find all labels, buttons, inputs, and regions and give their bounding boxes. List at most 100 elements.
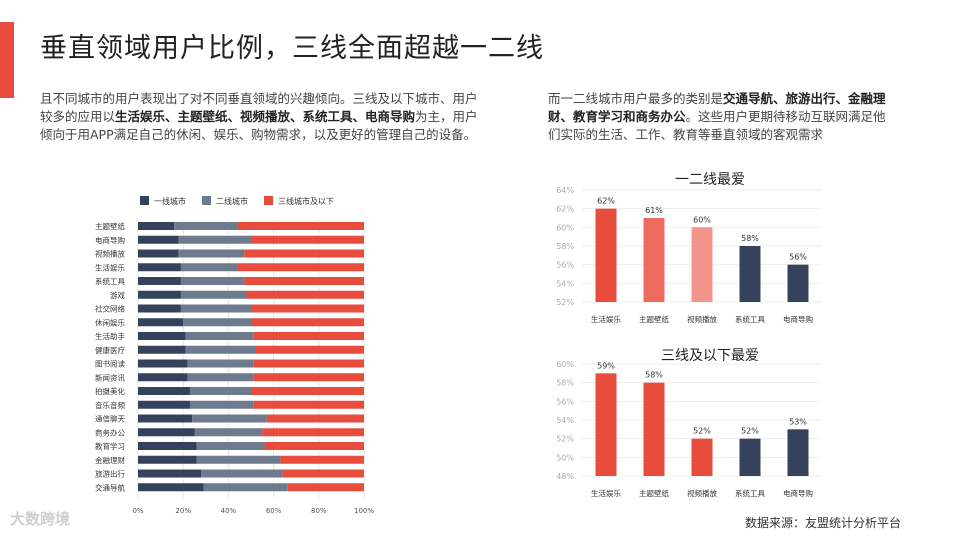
data-label: 62% [597,197,615,206]
bar-segment-0 [138,469,202,478]
bar-segment-2 [237,263,364,272]
bar-segment-2 [251,387,364,395]
bar [739,438,761,476]
bar-segment-0 [138,400,190,409]
bar-segment-0 [138,222,175,230]
category-label: 旅游出行 [95,469,125,479]
bar-segment-0 [138,304,181,313]
bar-segment-1 [194,428,263,437]
bar-segment-0 [138,318,184,327]
category-label: 主题壁纸 [639,314,669,324]
bar-segment-2 [251,318,364,327]
data-label: 58% [645,371,663,380]
bar [691,227,713,302]
page-title: 垂直领域用户比例，三线全面超越一二线 [40,33,544,64]
bar [595,373,617,476]
x-tick-label: 60% [266,507,282,513]
bar-segment-1 [185,345,256,354]
right-text-part2: 。这些用户更期待移动互联网满足他们实际的生活、工作、教育等垂直领域的客观需求 [548,109,886,142]
left-text-part2: 为主，用户倾向于用APP满足自己的休闲、娱乐、购物需求，以及更好的管理自己的设备… [40,109,478,142]
bar-segment-2 [255,345,364,354]
y-tick-label: 52% [556,435,574,444]
bar [787,264,809,302]
y-tick-label: 52% [556,298,574,307]
bar-segment-2 [244,249,364,258]
bar-segment-1 [192,414,267,423]
bar-segment-1 [185,332,254,340]
bar [691,438,713,476]
category-label: 视频播放 [687,314,717,324]
bar [643,218,665,302]
bar-segment-0 [138,249,179,258]
legend-label-2: 三线城市及以下 [278,196,334,206]
bar-segment-2 [282,469,364,478]
data-label: 52% [693,427,711,436]
bar-segment-1 [187,359,254,368]
bar-segment-2 [253,332,364,340]
data-label: 58% [741,234,759,243]
bar-segment-1 [196,455,281,464]
bar-segment-1 [180,277,245,285]
bar-segment-1 [203,483,288,492]
y-tick-label: 56% [556,397,574,406]
legend-swatch-1 [202,196,211,205]
bar-segment-0 [138,373,188,382]
x-tick-label: 80% [311,507,327,513]
chart-title: 三线及以下最爱 [661,348,759,364]
bar-segment-0 [138,290,181,299]
accent-bar [0,22,14,98]
bar-segment-2 [253,373,364,382]
bar-segment-1 [183,318,251,327]
category-label: 生活娱乐 [591,488,621,498]
bar-segment-2 [280,455,364,464]
bar-segment-2 [253,359,364,368]
data-label: 61% [645,206,663,215]
bar-segment-1 [189,400,254,409]
bar-segment-0 [138,455,197,464]
category-label: 电商导购 [783,314,813,324]
category-label: 图书阅读 [95,359,125,369]
bar-segment-2 [237,222,364,230]
bar-segment-2 [253,400,364,409]
bar [739,246,761,302]
data-label: 53% [789,417,807,426]
bar-segment-1 [201,469,283,478]
bar-segment-1 [180,263,238,272]
category-label: 通信聊天 [95,414,125,424]
y-tick-label: 50% [556,453,574,462]
bar [595,208,617,302]
legend-label-0: 一线城市 [154,196,186,206]
bar-segment-0 [138,387,190,395]
y-tick-label: 64% [556,186,574,195]
category-label: 教育学习 [95,441,125,451]
bar-segment-2 [251,235,364,244]
bar-segment-2 [266,414,364,423]
x-tick-label: 100% [354,507,374,513]
category-label: 主题壁纸 [95,221,125,231]
bar-segment-0 [138,414,193,423]
data-label: 56% [789,253,807,262]
category-label: 游戏 [110,290,125,300]
left-text-part1: 且不同城市的用户表现出了对不同垂直领域的兴趣倾向。三线及以下城市、用户较多的应用… [40,91,478,124]
bar-segment-0 [138,332,186,340]
left-text-bold: 生活娱乐、主题壁纸、视频播放、系统工具、电商导购 [115,109,416,124]
bar-segment-2 [244,277,364,285]
category-label: 健康医疗 [95,345,125,355]
category-label: 休闲娱乐 [95,317,125,327]
legend-swatch-0 [140,196,149,205]
category-label: 系统工具 [95,276,125,286]
category-label: 拍摄美化 [95,386,125,396]
stacked-bar-chart: 一线城市 二线城市 三线城市及以下 0% 20% 40% 60% 80% 100% 主题壁纸电商导… [95,196,374,513]
bar-segment-0 [138,345,186,354]
bar-segment-0 [138,277,181,285]
bar-segment-0 [138,428,195,437]
bar [787,429,809,476]
data-label: 59% [597,361,615,370]
left-description: 且不同城市的用户表现出了对不同垂直领域的兴趣倾向。三线及以下城市、用户较多的应用… [40,90,480,144]
bar-segment-1 [180,304,251,313]
right-text-part1: 而一二线城市用户最多的类别是 [548,91,724,106]
bar-segment-1 [189,387,251,395]
category-label: 生活助手 [95,331,125,341]
bar-segment-1 [174,222,238,230]
category-label: 金融理财 [95,455,125,465]
